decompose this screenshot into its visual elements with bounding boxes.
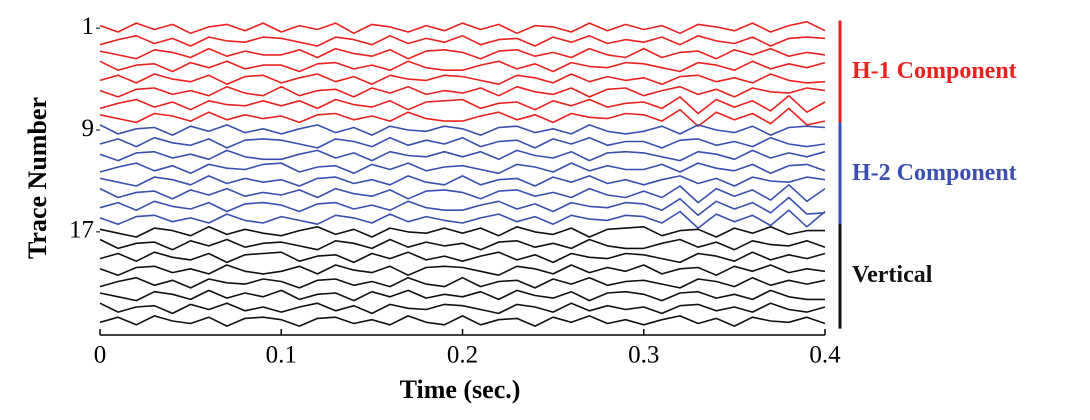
x-tick-label: 0.2 bbox=[447, 342, 478, 369]
trace-line bbox=[99, 47, 826, 60]
y-tick-label: 9 bbox=[82, 115, 95, 142]
x-tick-label: 0.3 bbox=[628, 342, 659, 369]
trace-line bbox=[99, 209, 826, 229]
trace-line bbox=[99, 107, 826, 127]
trace-line bbox=[99, 73, 826, 85]
trace-line bbox=[99, 124, 826, 136]
x-tick-label: 0 bbox=[94, 342, 107, 369]
trace-line bbox=[99, 238, 826, 251]
group-label: Vertical bbox=[852, 262, 933, 288]
trace-line bbox=[99, 175, 826, 187]
trace-line bbox=[99, 136, 826, 149]
y-tick-label: 17 bbox=[69, 217, 94, 244]
trace-line bbox=[99, 149, 826, 162]
y-tick-label: 1 bbox=[82, 13, 95, 40]
trace-line bbox=[99, 276, 826, 289]
x-axis-title: Time (sec.) bbox=[400, 375, 521, 404]
trace-line bbox=[99, 251, 826, 264]
group-label: H-1 Component bbox=[852, 58, 1017, 84]
trace-line bbox=[99, 60, 826, 73]
trace-line bbox=[99, 94, 826, 115]
trace-line bbox=[99, 289, 825, 302]
trace-line bbox=[99, 315, 826, 327]
trace-line bbox=[99, 85, 826, 98]
x-tick-label: 0.4 bbox=[809, 342, 841, 369]
trace-line bbox=[99, 264, 826, 276]
trace-line bbox=[99, 226, 825, 238]
trace-line bbox=[99, 21, 826, 35]
trace-line bbox=[99, 302, 826, 315]
trace-line bbox=[99, 35, 826, 47]
trace-line bbox=[99, 162, 826, 175]
trace-line bbox=[99, 196, 826, 217]
y-axis-title: Trace Number bbox=[23, 97, 52, 259]
trace-line bbox=[99, 184, 826, 204]
x-tick-label: 0.1 bbox=[266, 342, 297, 369]
group-label: H-2 Component bbox=[852, 160, 1017, 186]
